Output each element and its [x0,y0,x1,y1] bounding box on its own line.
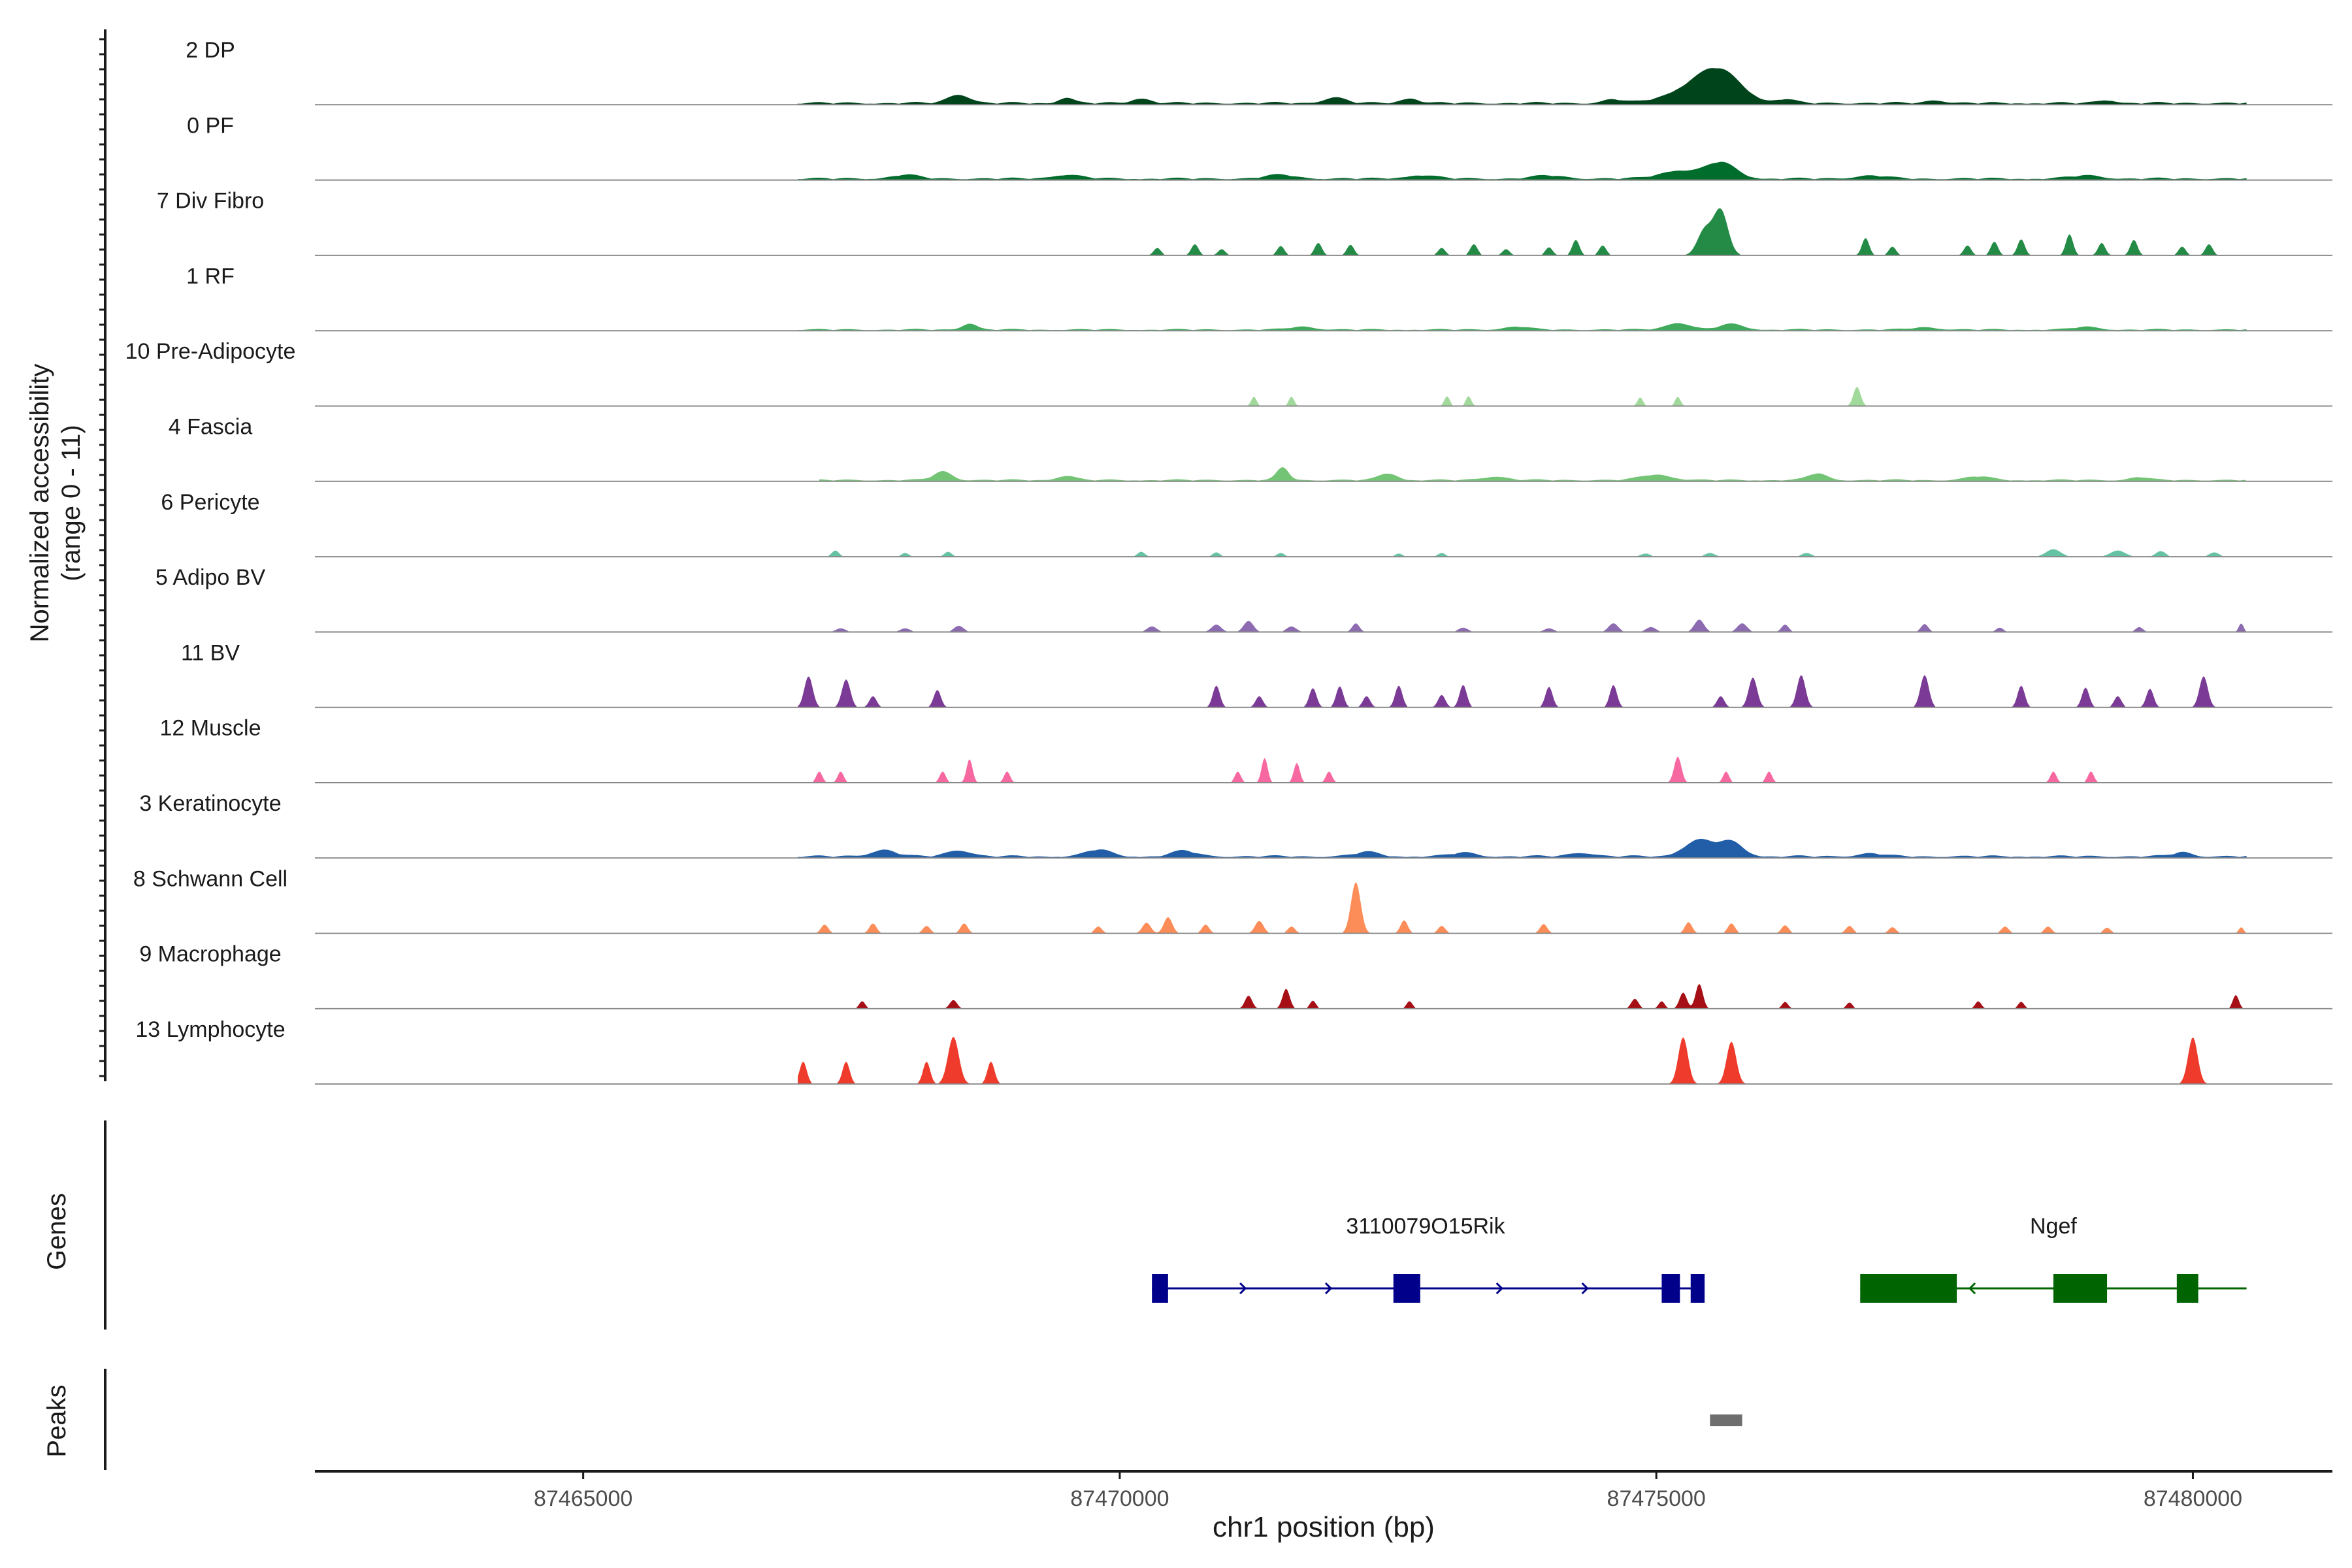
coverage-area [798,386,2247,406]
track-8-schwann-cell: 8 Schwann Cell [133,866,2332,934]
track-5-adipo-bv: 5 Adipo BV [155,565,2332,633]
genes-panel-label: Genes [42,1193,71,1270]
gene-exon [1690,1274,1705,1303]
track-label: 9 Macrophage [139,942,281,967]
strand-arrow [1495,1282,1503,1295]
track-label: 3 Keratinocyte [139,791,281,816]
y-axis-range-label: (range 0 - 11) [57,425,86,581]
coverage-area [798,619,2247,632]
track-label: 8 Schwann Cell [133,866,287,891]
gene-exon [1152,1274,1168,1303]
x-axis-title: chr1 position (bp) [1213,1511,1435,1543]
x-tick-label: 87470000 [1070,1486,1169,1511]
track-label: 10 Pre-Adipocyte [125,339,296,364]
coverage-area [1119,208,2225,255]
coverage-tracks: 2 DP 0 PF 7 Div Fibro 1 RF 10 Pre-Adipocyte 4… [125,38,2332,1085]
gene-exon [1860,1274,1957,1303]
gene-exon [2053,1274,2108,1303]
gene-exon [1393,1274,1420,1303]
y-axis-title: Normalized accessibility [25,364,54,643]
track-10-pre-adipocyte: 10 Pre-Adipocyte [125,339,2332,407]
x-tick-label: 87465000 [534,1486,632,1511]
track-4-fascia: 4 Fascia [169,415,2332,482]
track-13-lymphocyte: 13 Lymphocyte [135,1017,2332,1085]
coverage-area [798,675,2225,708]
track-9-macrophage: 9 Macrophage [139,942,2332,1009]
track-3-keratinocyte: 3 Keratinocyte [139,791,2332,859]
y-axis-ticks [99,38,105,1077]
coverage-area [798,983,2247,1009]
gene-label: 3110079O15Rik [1346,1214,1505,1239]
gene-exon [1661,1274,1680,1303]
track-label: 7 Div Fibro [157,189,264,214]
track-label: 0 PF [187,113,234,138]
peak-track [1710,1414,1742,1426]
gene-annotation-track: 3110079O15Rik Ngef [1152,1214,2247,1303]
x-tick-label: 87475000 [1607,1486,1706,1511]
track-label: 13 Lymphocyte [135,1017,285,1042]
track-12-muscle: 12 Muscle [160,716,2332,783]
track-11-bv: 11 BV [181,640,2332,708]
track-label: 11 BV [181,640,240,665]
strand-arrow [1239,1282,1247,1295]
track-6-pericyte: 6 Pericyte [161,490,2332,558]
x-axis-ticks: 87465000 87470000 87475000 87480000 [534,1471,2242,1511]
coverage-area [819,467,2247,482]
coverage-area [798,882,2247,934]
track-label: 6 Pericyte [161,490,259,515]
gene-exon [2176,1274,2198,1303]
peaks-panel-label: Peaks [42,1384,71,1457]
track-label: 4 Fascia [169,415,253,440]
strand-arrow [1968,1282,1976,1295]
gene-3110079o15rik: 3110079O15Rik [1152,1214,1705,1303]
strand-arrow [1324,1282,1333,1295]
track-2-dp: 2 DP [186,38,2332,106]
coverage-area [798,161,2247,180]
gene-label: Ngef [2030,1214,2077,1239]
coverage-area [798,1037,2247,1085]
track-label: 5 Adipo BV [155,565,266,590]
peak-region [1710,1414,1742,1426]
coverage-area [798,757,2193,783]
x-tick-label: 87480000 [2144,1486,2242,1511]
gene-ngef: Ngef [1860,1214,2247,1303]
coverage-area [798,68,2247,105]
track-1-rf: 1 RF [186,264,2332,332]
track-label: 12 Muscle [160,716,261,741]
track-label: 2 DP [186,38,235,63]
coverage-area [798,838,2247,858]
strand-arrow [1581,1282,1589,1295]
track-0-pf: 0 PF [187,113,2332,181]
coverage-area [798,323,2247,331]
track-7-div-fibro: 7 Div Fibro [157,189,2332,256]
coverage-area [819,549,2247,557]
track-label: 1 RF [186,264,235,289]
